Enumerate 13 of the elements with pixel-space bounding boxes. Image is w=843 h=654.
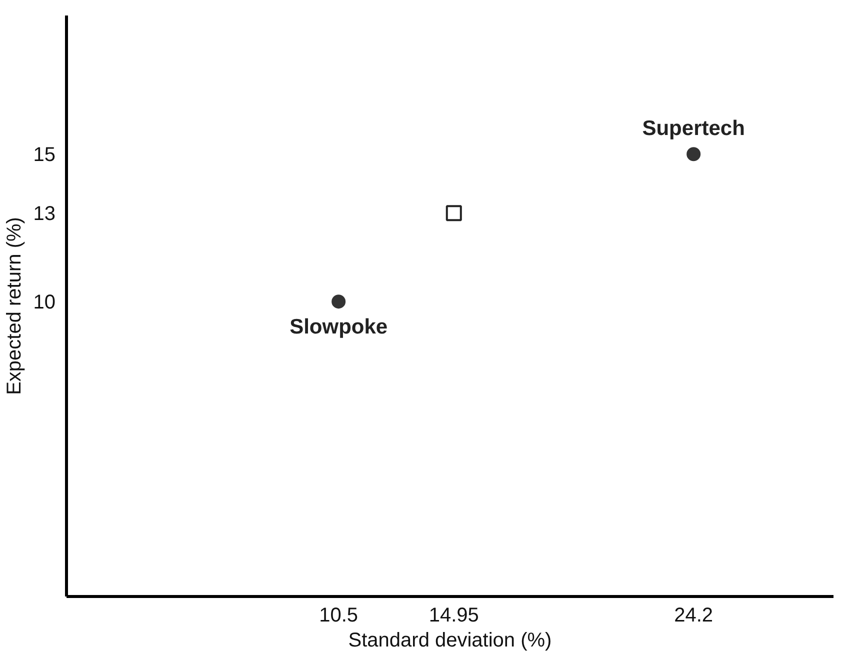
x-axis-title: Standard deviation (%) bbox=[348, 630, 552, 652]
y-axis-title: Expected return (%) bbox=[3, 217, 26, 395]
annotation: Supertech bbox=[642, 117, 745, 140]
y-tick-label: 15 bbox=[33, 144, 56, 166]
annotation: Slowpoke bbox=[290, 316, 388, 339]
point bbox=[686, 147, 701, 162]
point bbox=[332, 294, 346, 309]
x-tick-label: 24.2 bbox=[674, 604, 714, 626]
y-tick-label: 10 bbox=[33, 292, 56, 314]
point bbox=[446, 205, 462, 222]
y-tick-label: 13 bbox=[33, 203, 56, 226]
x-tick-label: 10.5 bbox=[319, 604, 358, 626]
x-tick-label: 14.95 bbox=[428, 604, 479, 626]
